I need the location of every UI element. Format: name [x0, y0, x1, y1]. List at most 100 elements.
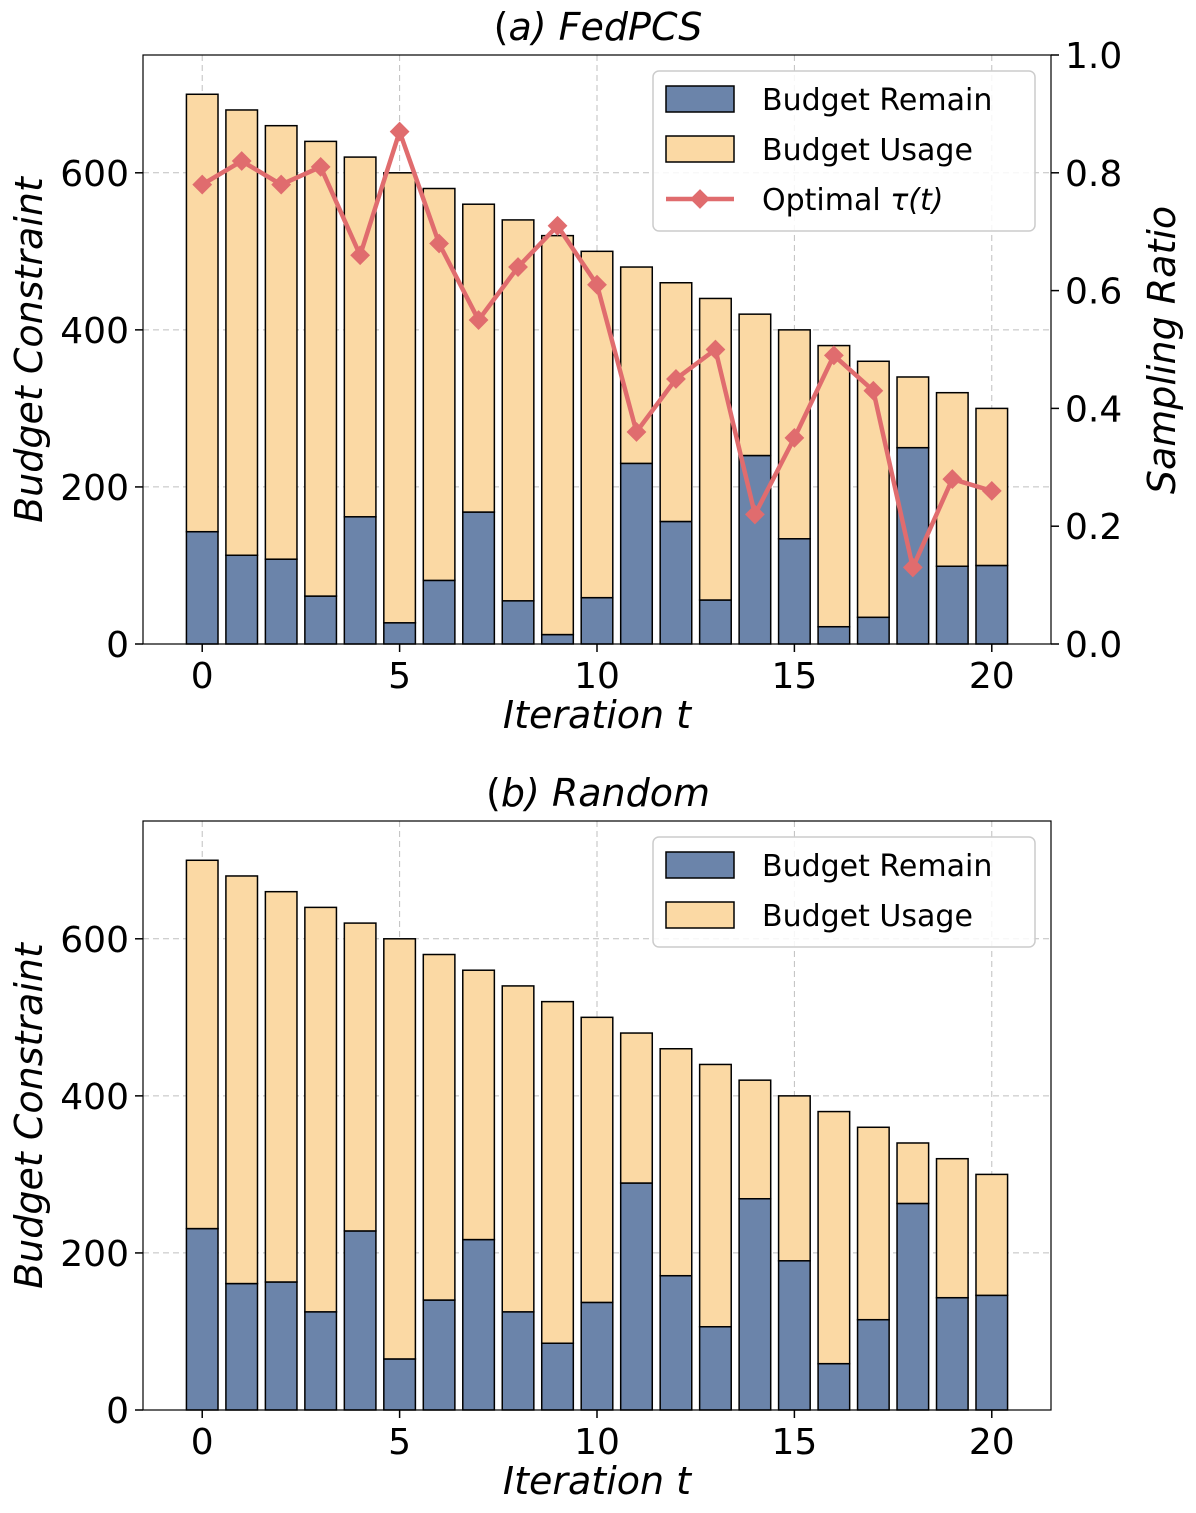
- bar-budget-usage: [856, 1126, 890, 1321]
- bar-budget-usage: [896, 376, 930, 449]
- x-tick-label: 20: [969, 1422, 1015, 1463]
- chart-b-y-axis: 0 200 400 600: [60, 920, 143, 1432]
- bar-budget-remain: [304, 1311, 338, 1411]
- bar-budget-usage: [462, 203, 496, 513]
- bar-budget-remain: [659, 1274, 693, 1411]
- tau-point: [389, 121, 410, 142]
- chart-b-x-axis-title: Iteration t: [503, 1459, 693, 1503]
- y2-tick-label: 0.0: [1065, 625, 1122, 666]
- chart-a-y-axis-title: Budget Constraint: [7, 175, 51, 523]
- x-tick-label: 0: [191, 656, 214, 697]
- bar-budget-usage: [738, 313, 772, 457]
- bar-budget-remain: [225, 554, 259, 645]
- bar-budget-remain: [185, 1227, 219, 1411]
- legend-label-budget-usage: Budget Usage: [762, 133, 973, 168]
- bar-budget-remain: [698, 599, 732, 645]
- legend-label-optimal-tau: Optimal τ(t): [762, 183, 943, 218]
- chart-b-x-axis: 0 5 10 15 20: [191, 1410, 1015, 1463]
- tau-point: [666, 369, 686, 389]
- bar-budget-remain: [540, 1342, 575, 1411]
- bar-budget-remain: [817, 1362, 851, 1411]
- bar-budget-remain: [264, 1281, 298, 1411]
- bar-budget-usage: [659, 281, 693, 523]
- tau-point: [902, 557, 923, 578]
- y2-tick-label: 0.2: [1065, 507, 1122, 548]
- bar-budget-usage: [304, 906, 338, 1313]
- bar-budget-remain: [856, 1318, 890, 1411]
- bar-budget-remain: [185, 530, 219, 645]
- bar-budget-remain: [619, 1182, 654, 1411]
- bar-budget-usage: [975, 1173, 1009, 1297]
- bar-budget-usage: [580, 1016, 614, 1304]
- bar-budget-remain: [817, 625, 851, 645]
- chart-b-bars: [185, 859, 1009, 1411]
- chart-a-legend: Budget Remain Budget Usage Optimal τ(t): [652, 70, 1036, 232]
- x-tick-label: 5: [388, 656, 411, 697]
- tau-point: [626, 422, 647, 442]
- bar-budget-remain: [462, 511, 496, 645]
- bar-budget-usage: [501, 985, 535, 1313]
- tau-point: [981, 480, 1002, 501]
- bar-budget-remain: [304, 595, 338, 645]
- bar-budget-usage: [738, 1079, 772, 1200]
- bar-budget-remain: [343, 516, 377, 645]
- bar-budget-usage: [540, 1000, 575, 1344]
- bar-budget-remain: [619, 462, 654, 645]
- tau-point: [231, 151, 252, 171]
- bar-budget-usage: [619, 1032, 654, 1184]
- x-tick-label: 20: [969, 656, 1015, 697]
- x-tick-label: 0: [191, 1422, 214, 1463]
- chart-b-legend: Budget Remain Budget Usage: [652, 836, 1036, 948]
- chart-b-y-axis-title: Budget Constraint: [7, 941, 51, 1289]
- bar-budget-remain: [856, 616, 890, 645]
- bar-budget-remain: [975, 564, 1009, 645]
- tau-point: [942, 469, 963, 489]
- y2-tick-label: 0.4: [1065, 389, 1122, 430]
- y-tick-label: 0: [106, 1391, 129, 1432]
- chart-a-x-axis-title: Iteration t: [503, 693, 693, 737]
- bar-budget-remain: [580, 1301, 614, 1411]
- bar-budget-remain: [698, 1326, 732, 1411]
- tau-point: [429, 233, 449, 254]
- legend-label-budget-usage: Budget Usage: [762, 899, 973, 934]
- y-tick-label: 400: [60, 311, 129, 352]
- bar-budget-usage: [698, 1063, 732, 1328]
- bar-budget-remain: [264, 558, 298, 645]
- bar-budget-usage: [185, 859, 219, 1230]
- bar-budget-remain: [738, 1197, 772, 1411]
- tau-point: [745, 504, 765, 525]
- chart-a-y-axis: 0 200 400 600: [60, 154, 143, 666]
- legend-swatch-budget-usage: [665, 135, 735, 163]
- tau-point: [468, 310, 489, 330]
- bar-budget-remain: [975, 1294, 1009, 1411]
- y2-tick-label: 1.0: [1065, 36, 1122, 77]
- tau-point: [508, 257, 528, 277]
- tau-point: [863, 380, 884, 401]
- bar-budget-usage: [896, 1142, 930, 1205]
- bar-budget-usage: [225, 875, 259, 1285]
- bar-budget-usage: [225, 109, 259, 557]
- y-tick-label: 600: [60, 920, 129, 961]
- bar-budget-usage: [304, 140, 338, 597]
- legend-swatch-budget-remain: [665, 85, 735, 113]
- bar-budget-remain: [580, 596, 614, 645]
- x-tick-label: 10: [574, 1422, 620, 1463]
- bar-budget-usage: [777, 1095, 811, 1262]
- chart-a-y2-axis-title: Sampling Ratio: [1140, 206, 1184, 494]
- bar-budget-remain: [501, 600, 535, 645]
- legend-swatch-budget-remain: [665, 851, 735, 879]
- chart-fedpcs: (a) FedPCS 0 5 10 15 20 0 200 400 600 0.0 0.2 0.4…: [7, 5, 1184, 737]
- chart-a-title: (a) FedPCS: [494, 5, 703, 49]
- x-tick-label: 15: [771, 656, 817, 697]
- bar-budget-usage: [501, 219, 535, 602]
- bar-budget-usage: [540, 234, 575, 636]
- y2-tick-label: 0.8: [1065, 154, 1122, 195]
- tau-point: [705, 339, 726, 360]
- bar-budget-remain: [383, 1358, 417, 1411]
- y-tick-label: 200: [60, 468, 129, 509]
- chart-random: (b) Random 0 5 10 15 20 0 200 400 600 Iteration…: [7, 771, 1052, 1503]
- tau-point: [192, 174, 213, 195]
- legend-swatch-budget-usage: [665, 901, 735, 929]
- bar-budget-usage: [264, 890, 298, 1283]
